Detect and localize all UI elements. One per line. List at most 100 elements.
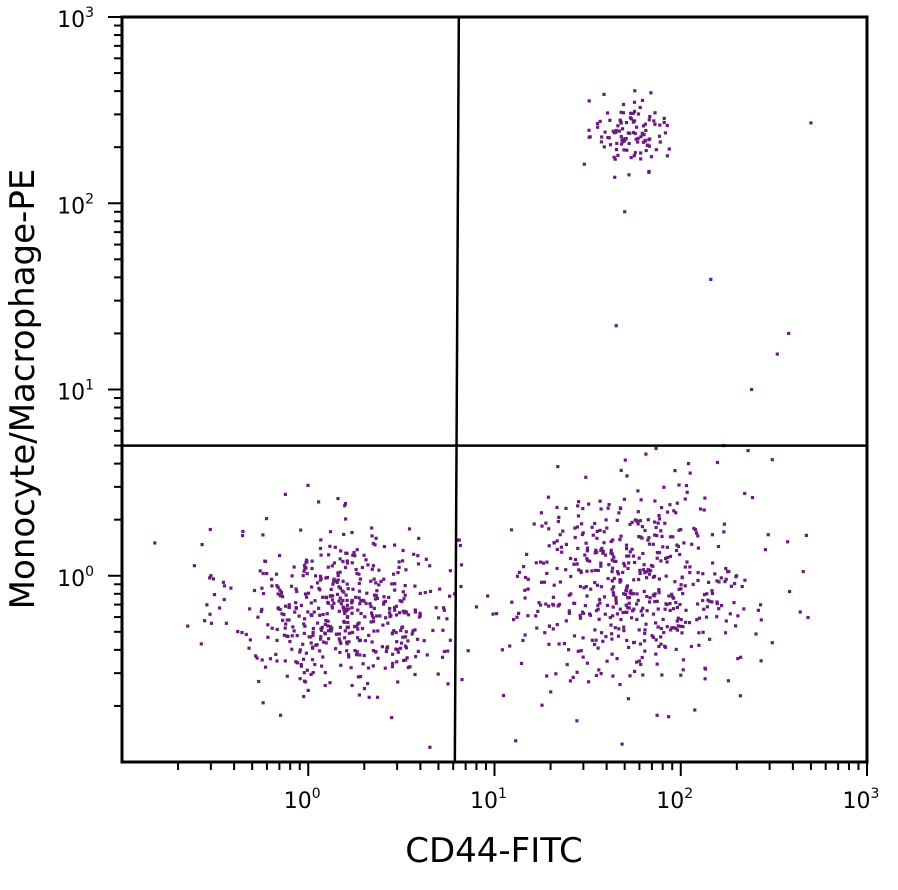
data-point	[392, 629, 396, 633]
data-point	[684, 608, 688, 612]
data-point	[551, 595, 555, 599]
data-point	[635, 125, 639, 129]
data-point	[615, 518, 619, 522]
data-point	[569, 592, 573, 596]
data-point	[617, 627, 621, 631]
data-point	[330, 606, 334, 610]
data-point	[373, 543, 377, 547]
data-point	[653, 499, 657, 503]
data-point	[344, 517, 348, 521]
data-point	[671, 535, 675, 539]
data-point	[374, 536, 378, 540]
data-point	[675, 605, 679, 609]
data-point	[664, 574, 668, 578]
data-point	[585, 546, 590, 550]
data-point	[402, 611, 406, 615]
data-point	[621, 610, 625, 615]
data-point	[759, 659, 763, 663]
data-point	[310, 658, 315, 662]
data-point	[622, 629, 626, 633]
data-point	[622, 561, 626, 566]
data-point	[346, 587, 350, 591]
data-point	[667, 715, 671, 719]
data-point	[605, 603, 610, 607]
data-point	[380, 645, 384, 649]
data-point	[595, 550, 599, 554]
data-point	[679, 618, 683, 622]
data-point	[587, 502, 591, 506]
data-point	[750, 387, 754, 392]
data-point	[346, 653, 351, 657]
data-point	[318, 649, 322, 653]
data-point	[677, 587, 681, 591]
data-point	[523, 575, 528, 580]
data-point	[339, 602, 343, 606]
data-point	[804, 533, 808, 537]
data-point	[345, 649, 349, 653]
data-point	[746, 449, 750, 453]
data-point	[626, 566, 630, 571]
data-point	[770, 641, 774, 645]
data-point	[406, 613, 411, 617]
data-point	[551, 603, 556, 607]
data-point	[276, 606, 280, 610]
data-point	[610, 652, 614, 656]
data-point	[332, 601, 336, 605]
data-point	[399, 628, 403, 633]
data-point	[334, 647, 338, 651]
data-point	[391, 652, 395, 656]
data-point	[334, 632, 338, 636]
data-point	[372, 577, 376, 581]
data-point	[394, 604, 398, 608]
data-point	[309, 613, 313, 617]
data-point	[263, 559, 268, 564]
data-point	[338, 596, 342, 600]
data-point	[611, 674, 615, 678]
data-point	[690, 542, 694, 546]
data-point	[350, 611, 354, 615]
data-point	[657, 514, 661, 518]
data-point	[404, 611, 409, 615]
data-point	[647, 170, 651, 174]
data-point	[287, 618, 291, 622]
data-point	[722, 530, 726, 534]
data-point	[593, 628, 597, 632]
data-point	[616, 572, 621, 576]
data-point	[404, 658, 408, 662]
data-point	[640, 525, 644, 529]
data-point	[763, 548, 767, 552]
data-point	[591, 533, 595, 537]
data-point	[258, 569, 262, 573]
data-point	[326, 565, 330, 569]
data-point	[343, 565, 348, 570]
data-point	[305, 560, 309, 564]
data-point	[665, 545, 669, 549]
data-point	[403, 593, 407, 597]
data-point	[319, 628, 324, 632]
data-point	[672, 626, 676, 630]
data-point	[572, 562, 576, 566]
data-point	[302, 622, 306, 626]
data-point	[733, 582, 737, 586]
data-point	[336, 571, 340, 575]
data-point	[614, 324, 618, 328]
data-point	[701, 572, 705, 576]
data-point	[256, 615, 260, 619]
data-point	[295, 634, 299, 638]
data-point	[654, 638, 658, 642]
data-point	[330, 598, 334, 602]
data-point	[299, 603, 303, 608]
data-point	[417, 536, 421, 540]
data-point	[657, 551, 661, 555]
data-point	[759, 618, 763, 622]
data-point	[786, 540, 790, 544]
data-point	[636, 489, 640, 493]
data-point	[396, 680, 400, 684]
data-point	[630, 616, 634, 620]
data-point	[622, 139, 627, 143]
data-point	[422, 639, 426, 643]
data-point	[647, 118, 651, 122]
data-point	[370, 611, 374, 615]
data-point	[318, 588, 322, 592]
data-point	[389, 613, 393, 618]
